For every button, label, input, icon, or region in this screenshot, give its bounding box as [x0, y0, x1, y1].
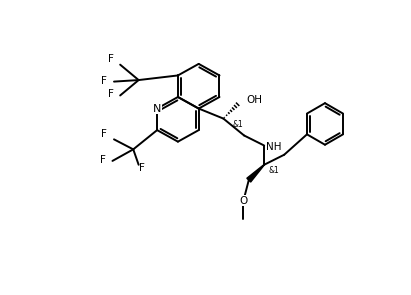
Text: O: O [239, 196, 247, 206]
Text: N: N [153, 104, 161, 114]
Text: F: F [99, 155, 105, 165]
Text: F: F [101, 129, 107, 139]
Text: F: F [139, 163, 145, 173]
Text: NH: NH [266, 142, 282, 152]
Text: &1: &1 [269, 166, 279, 176]
Text: F: F [108, 54, 114, 64]
Text: OH: OH [247, 95, 263, 105]
Text: &1: &1 [233, 120, 243, 129]
Text: F: F [108, 89, 114, 99]
Text: F: F [101, 76, 107, 86]
Polygon shape [247, 165, 264, 182]
